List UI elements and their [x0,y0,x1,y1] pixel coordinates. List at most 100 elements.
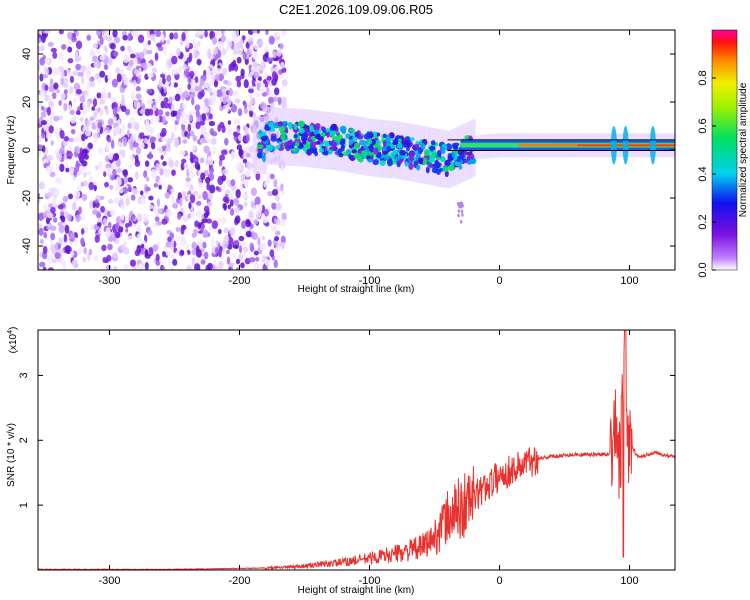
noise-cell [266,57,274,63]
noise-cell [280,163,285,172]
noise-cell [50,140,54,146]
noise-cell [241,173,245,182]
noise-cell [238,148,244,157]
noise-cell [46,118,53,128]
noise-cell [246,48,251,56]
noise-cell [75,31,79,37]
noise-cell [67,58,74,64]
noise-cell [127,45,131,52]
tail-blob [459,205,462,209]
noise-cell [95,165,99,171]
noise-cell [193,157,199,163]
noise-cell [78,167,83,175]
noise-cell [215,186,220,191]
noise-cell [189,130,195,137]
noise-cell [104,181,109,188]
noise-cell [39,73,44,82]
noise-cell [195,42,200,48]
noise-cell [53,82,59,90]
noise-cell [170,131,175,141]
noise-cell [234,119,240,124]
band-blob [392,141,399,146]
noise-cell [141,142,145,150]
noise-cell [62,195,69,203]
noise-cell [199,78,205,86]
colorbar-gradient [711,29,738,271]
noise-cell [112,101,118,109]
noise-cell [148,108,154,116]
noise-cell [129,53,136,59]
noise-cell [136,146,142,155]
noise-cell [203,251,209,260]
noise-cell [217,124,222,133]
noise-cell [219,154,226,161]
noise-cell [184,181,190,188]
noise-cell [222,104,227,110]
band-blob [444,159,451,167]
noise-cell [153,183,159,188]
noise-cell [225,103,231,112]
noise-cell [144,262,149,270]
noise-cell [207,150,212,157]
noise-cell [114,222,120,231]
noise-cell [162,250,166,258]
noise-cell [124,108,131,116]
noise-cell [228,63,232,73]
noise-cell [222,96,227,105]
band-blob [299,120,305,127]
noise-cell [75,160,80,166]
noise-cell [170,254,175,260]
band-blob [329,146,336,151]
band-halo [275,107,279,166]
band-blob [442,166,449,173]
noise-cell [46,106,52,116]
noise-cell [271,188,279,196]
spike-mark [649,126,656,165]
noise-cell [38,62,41,72]
noise-cell [75,192,80,201]
noise-cell [238,245,243,254]
noise-cell [38,150,42,158]
noise-cell [222,196,229,203]
noise-cell [168,159,174,168]
noise-cell [42,245,48,255]
noise-cell [161,218,168,225]
noise-cell [125,194,130,200]
noise-cell [155,163,160,172]
noise-cell [121,94,125,103]
noise-cell [211,220,218,229]
noise-cell [209,128,215,136]
noise-cell [243,79,249,89]
noise-cell [203,229,209,238]
noise-cell [96,92,102,99]
band-blob [432,163,439,168]
noise-cell [115,231,121,239]
noise-cell [250,187,258,197]
noise-cell [154,216,160,222]
noise-cell [220,183,226,190]
noise-cell [177,213,182,220]
noise-cell [189,70,195,78]
noise-cell [51,92,57,100]
noise-cell [171,196,176,205]
noise-cell [273,259,278,269]
noise-cell [82,102,87,109]
noise-cell [38,212,44,222]
noise-cell [70,109,75,115]
noise-cell [80,239,85,247]
noise-cell [50,47,57,53]
noise-cell [251,65,256,74]
band-blob [349,132,356,137]
band-blob [451,142,457,149]
noise-cell [259,101,267,110]
spectrogram-ylabel: Frequency (Hz) [6,116,17,185]
noise-cell [86,81,91,91]
noise-cell [134,57,138,67]
noise-cell [92,98,98,108]
noise-cell [271,224,277,232]
band-halo [322,111,326,170]
noise-cell [149,136,157,142]
noise-cell [216,89,223,98]
snr-axes: -300 -200 -100 0 100 1 2 3 [18,330,675,587]
noise-cell [103,171,107,177]
